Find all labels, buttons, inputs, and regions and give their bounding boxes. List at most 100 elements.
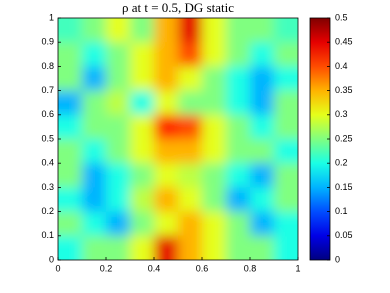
colorbar-tick-label: 0.35 [335, 85, 353, 95]
heat-cell [274, 235, 298, 260]
colorbar-tick-label: 0.4 [335, 61, 348, 71]
heat-cell [82, 42, 107, 67]
heat-cell [202, 235, 227, 260]
heat-cell [178, 18, 203, 43]
heat-cell [130, 163, 155, 188]
heat-cell [58, 42, 83, 67]
heat-cell [274, 139, 298, 164]
heat-cell [274, 211, 298, 237]
heat-cell [58, 114, 83, 140]
heat-cell [226, 66, 251, 92]
heat-cell [154, 114, 179, 140]
heat-cell [274, 66, 298, 92]
heat-cell [154, 18, 179, 43]
y-tick-label: 0.2 [41, 206, 54, 216]
heat-cell [154, 235, 179, 260]
colorbar-tick-label: 0.2 [335, 158, 348, 168]
heat-cell [178, 42, 203, 67]
heat-cell [82, 235, 107, 260]
heat-cell [274, 18, 298, 43]
heat-cell [274, 163, 298, 188]
y-tick-label: 0.4 [41, 158, 54, 168]
heat-cell [106, 18, 131, 43]
heat-cell [178, 211, 203, 237]
heat-cell [202, 42, 227, 67]
heat-cell [106, 66, 131, 92]
heat-cell [250, 42, 275, 67]
heat-cell [130, 211, 155, 237]
heat-cell [178, 139, 203, 164]
heat-cell [82, 90, 107, 116]
heat-cell [130, 42, 155, 67]
colorbar-tick-label: 0.15 [335, 182, 353, 192]
heat-cell [226, 187, 251, 213]
chart-title: ρ at t = 0.5, DG static [122, 0, 234, 15]
heat-cell [130, 114, 155, 140]
heat-cell [226, 114, 251, 140]
colorbar-tick-label: 0.3 [335, 109, 348, 119]
heat-cell [154, 139, 179, 164]
heat-cell [274, 90, 298, 116]
heat-cell [82, 66, 107, 92]
x-tick-label: 0.6 [196, 263, 209, 273]
heat-cell [202, 66, 227, 92]
heat-cell [250, 114, 275, 140]
heat-cell [250, 187, 275, 213]
heat-cell [58, 235, 83, 260]
heat-cell [226, 163, 251, 188]
heat-cell [226, 18, 251, 43]
y-tick-label: 0.3 [41, 182, 54, 192]
heat-cell [178, 235, 203, 260]
heat-cell [82, 211, 107, 237]
heat-cell [274, 114, 298, 140]
heat-cell [154, 187, 179, 213]
heat-cell [82, 114, 107, 140]
heat-cell [226, 235, 251, 260]
heat-cell [154, 66, 179, 92]
heat-cell [250, 163, 275, 188]
heat-cell [178, 114, 203, 140]
heat-cell [202, 187, 227, 213]
heat-cell [274, 187, 298, 213]
x-tick-label: 0.8 [244, 263, 257, 273]
heat-cell [154, 163, 179, 188]
y-tick-label: 0.5 [41, 133, 54, 143]
x-tick-label: 0.2 [100, 263, 113, 273]
heat-cell [226, 90, 251, 116]
heat-cell [130, 235, 155, 260]
heat-cell [178, 66, 203, 92]
heat-cell [226, 211, 251, 237]
heat-cell [130, 18, 155, 43]
heat-cell [202, 18, 227, 43]
x-tick-label: 1 [295, 263, 300, 273]
y-tick-label: 1 [49, 12, 54, 22]
heat-cell [226, 42, 251, 67]
heat-cell [130, 139, 155, 164]
heat-cell [106, 163, 131, 188]
colorbar-tick-label: 0.45 [335, 37, 353, 47]
heat-cell [226, 139, 251, 164]
heat-cell [202, 139, 227, 164]
x-tick-label: 0 [55, 263, 60, 273]
colorbar-tick-label: 0.05 [335, 230, 353, 240]
heat-cell [250, 211, 275, 237]
heat-cell [82, 18, 107, 43]
colorbar-tick-label: 0 [335, 254, 340, 264]
heat-cell [106, 187, 131, 213]
heat-cell [82, 187, 107, 213]
heat-cell [82, 139, 107, 164]
heat-cell [130, 90, 155, 116]
heat-cell [202, 211, 227, 237]
heat-cell [202, 114, 227, 140]
heat-cell [58, 187, 83, 213]
heat-cell [250, 139, 275, 164]
heat-cell [178, 187, 203, 213]
y-tick-label: 0.9 [41, 37, 54, 47]
y-tick-label: 0.8 [41, 61, 54, 71]
y-tick-label: 0.1 [41, 230, 54, 240]
heat-cell [274, 42, 298, 67]
heat-cell [250, 18, 275, 43]
colorbar-tick-label: 0.25 [335, 133, 353, 143]
heat-cell [154, 211, 179, 237]
